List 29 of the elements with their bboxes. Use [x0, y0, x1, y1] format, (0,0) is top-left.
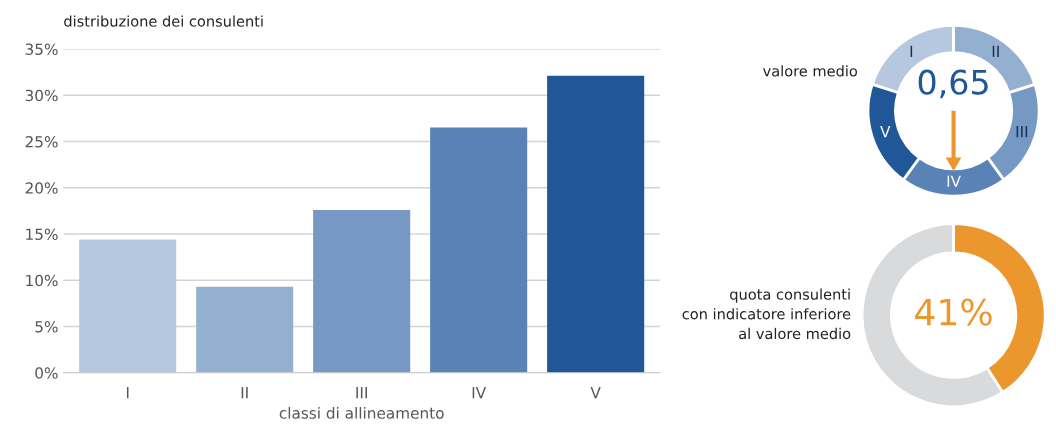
- text: quota consulenti con indicatore inferiore al valore medio: [682, 288, 851, 340]
- slice-label: IV: [947, 175, 961, 187]
- bar: [79, 239, 177, 373]
- x-tick-label: III: [356, 387, 367, 399]
- bar: [430, 127, 528, 373]
- bar: [196, 286, 294, 373]
- x-tick-label: IV: [472, 387, 487, 399]
- slice-label: V: [880, 126, 891, 138]
- bar: [313, 209, 411, 373]
- text: valore medio: [763, 65, 858, 77]
- x-axis-title: classi di allineamento: [279, 406, 444, 419]
- slice-label: II: [992, 45, 999, 57]
- text: 0,65: [918, 69, 988, 99]
- x-tick-label: I: [126, 387, 129, 399]
- chart-title: distribuzione dei consulenti: [64, 15, 263, 27]
- y-tick-label: 25%: [25, 135, 58, 148]
- slice-label: III: [1016, 126, 1028, 138]
- y-tick-label: 15%: [26, 228, 58, 241]
- x-tick-label: V: [590, 387, 601, 399]
- x-tick-label: II: [241, 387, 248, 399]
- data-label: 41%: [915, 298, 992, 326]
- y-tick-label: 30%: [25, 89, 58, 102]
- y-tick-label: 5%: [35, 320, 58, 333]
- y-tick-label: 0%: [35, 367, 58, 379]
- y-tick-label: 10%: [26, 274, 58, 287]
- slice-label: I: [910, 45, 913, 57]
- y-tick-label: 20%: [25, 182, 58, 194]
- bar: [547, 75, 645, 373]
- y-tick-label: 35%: [25, 43, 58, 56]
